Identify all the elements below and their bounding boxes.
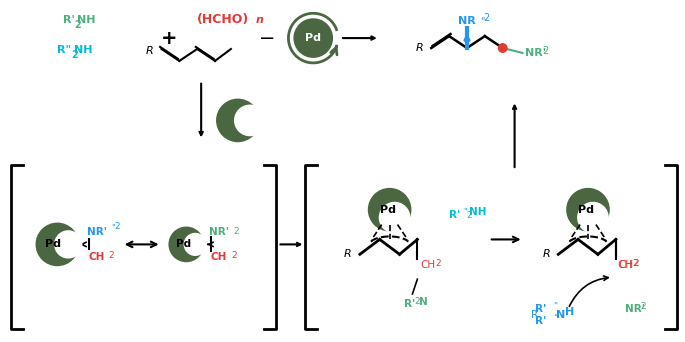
Text: CH: CH xyxy=(421,260,436,270)
Text: Pd: Pd xyxy=(45,239,62,249)
Text: 2: 2 xyxy=(634,259,639,268)
Text: R: R xyxy=(344,249,352,259)
Text: CH: CH xyxy=(618,260,633,270)
Text: N: N xyxy=(556,310,566,320)
Text: 2: 2 xyxy=(233,227,238,236)
Circle shape xyxy=(566,188,610,232)
Text: NR': NR' xyxy=(625,304,645,314)
Circle shape xyxy=(293,18,333,58)
Text: Pd: Pd xyxy=(306,33,321,43)
Text: 2: 2 xyxy=(640,302,646,311)
Circle shape xyxy=(184,233,207,256)
Text: R: R xyxy=(146,46,153,56)
Text: CH: CH xyxy=(619,260,634,270)
Text: ": " xyxy=(553,314,558,323)
Text: R': R' xyxy=(404,299,416,309)
Text: R': R' xyxy=(535,304,547,314)
Text: 2: 2 xyxy=(414,297,420,306)
Text: R: R xyxy=(543,249,550,259)
Text: 2: 2 xyxy=(114,222,119,231)
Text: 2: 2 xyxy=(74,20,81,30)
Text: 2: 2 xyxy=(435,259,441,268)
Text: CH: CH xyxy=(211,252,227,262)
Circle shape xyxy=(379,202,410,234)
Text: R: R xyxy=(416,43,423,53)
Text: N: N xyxy=(419,297,428,307)
Text: H: H xyxy=(565,307,575,317)
Text: NH: NH xyxy=(74,45,92,55)
Circle shape xyxy=(169,226,204,262)
Text: ": " xyxy=(111,224,114,233)
Text: ": " xyxy=(480,16,484,26)
Text: 2: 2 xyxy=(231,251,236,260)
Text: 2: 2 xyxy=(543,46,549,56)
Text: NH: NH xyxy=(77,15,95,25)
Text: CH: CH xyxy=(89,252,105,262)
Circle shape xyxy=(577,202,609,234)
Text: 2: 2 xyxy=(466,211,471,220)
Text: n: n xyxy=(256,15,264,25)
Text: NH: NH xyxy=(469,207,486,217)
Text: NR': NR' xyxy=(209,227,229,237)
Circle shape xyxy=(216,98,260,142)
Text: R': R' xyxy=(64,15,75,25)
Text: NR: NR xyxy=(458,16,476,26)
Text: ": " xyxy=(553,302,558,311)
Text: Pd: Pd xyxy=(578,205,594,215)
Text: R": R" xyxy=(58,45,71,55)
Circle shape xyxy=(36,223,79,266)
Text: 2: 2 xyxy=(483,13,489,23)
Text: +: + xyxy=(161,29,177,48)
Text: R': R' xyxy=(535,316,547,326)
Text: −: − xyxy=(260,29,276,48)
Circle shape xyxy=(234,105,266,136)
Text: R': R' xyxy=(449,210,461,220)
Circle shape xyxy=(498,43,508,53)
Text: NR': NR' xyxy=(87,227,107,237)
Text: 2: 2 xyxy=(71,50,77,60)
Circle shape xyxy=(54,230,82,259)
Text: 2: 2 xyxy=(108,251,114,260)
Text: ": " xyxy=(463,208,466,216)
Circle shape xyxy=(368,188,412,232)
Text: NR': NR' xyxy=(525,48,545,58)
Text: (HCHO): (HCHO) xyxy=(197,13,249,26)
Text: Pd: Pd xyxy=(249,115,262,126)
Text: Pd: Pd xyxy=(379,205,396,215)
Text: R: R xyxy=(532,310,538,320)
Text: 2: 2 xyxy=(633,259,638,268)
Text: Pd: Pd xyxy=(176,239,191,249)
